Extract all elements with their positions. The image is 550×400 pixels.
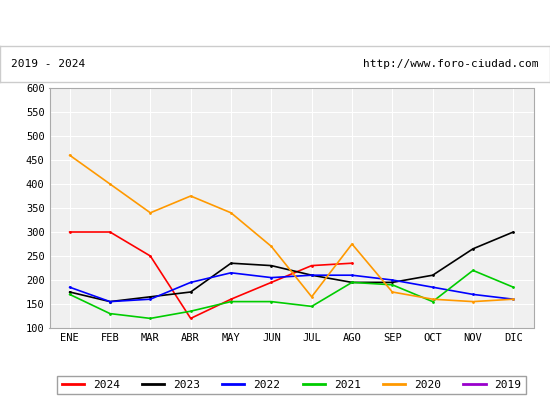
Text: http://www.foro-ciudad.com: http://www.foro-ciudad.com: [364, 59, 539, 69]
Text: Evolucion Nº Turistas Nacionales en el municipio de Valsequillo de Gran Canaria: Evolucion Nº Turistas Nacionales en el m…: [0, 18, 550, 30]
Legend: 2024, 2023, 2022, 2021, 2020, 2019: 2024, 2023, 2022, 2021, 2020, 2019: [57, 376, 526, 394]
Text: 2019 - 2024: 2019 - 2024: [11, 59, 85, 69]
